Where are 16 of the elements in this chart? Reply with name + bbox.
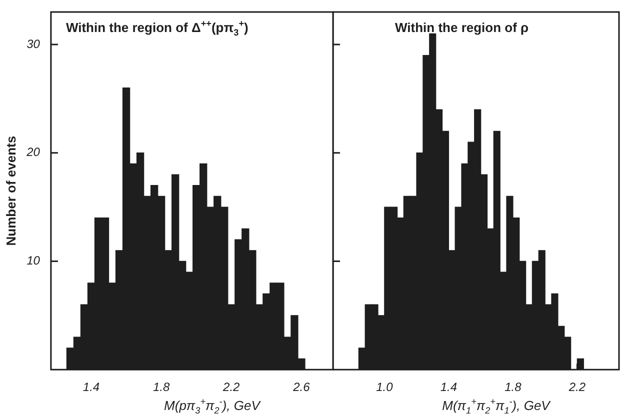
x-tick-label: 1.4 bbox=[82, 380, 100, 394]
x-tick-label: 1.8 bbox=[152, 380, 170, 394]
y-tick-label: 30 bbox=[26, 36, 40, 51]
text: M(π$_{1}$$^{+}$π$_{2}$$^{+}$π$_{1}$$^{-}$), GeV bbox=[442, 396, 550, 416]
x-tick-label: 1.8 bbox=[504, 380, 522, 394]
x-tick-label: 1.4 bbox=[440, 380, 458, 394]
y-tick-label: 20 bbox=[26, 145, 40, 160]
x-tick-label: 1.0 bbox=[376, 380, 394, 394]
x-tick-label: 2.2 bbox=[568, 380, 586, 394]
text: Within the region of ρ bbox=[395, 20, 529, 35]
x-tick-label: 2.6 bbox=[292, 380, 310, 394]
x-axis-title: M(pπ$_{3}$$^{+}$π$_{2}$$^{-}$), GeV bbox=[164, 396, 260, 416]
y-tick-label: 10 bbox=[26, 254, 40, 268]
x-tick-label: 2.2 bbox=[222, 380, 240, 394]
text: Within the region of Δ$^{++}$(pπ$_{3}$$^{+}$) bbox=[66, 18, 248, 38]
y-axis-title: Number of events bbox=[3, 136, 18, 246]
